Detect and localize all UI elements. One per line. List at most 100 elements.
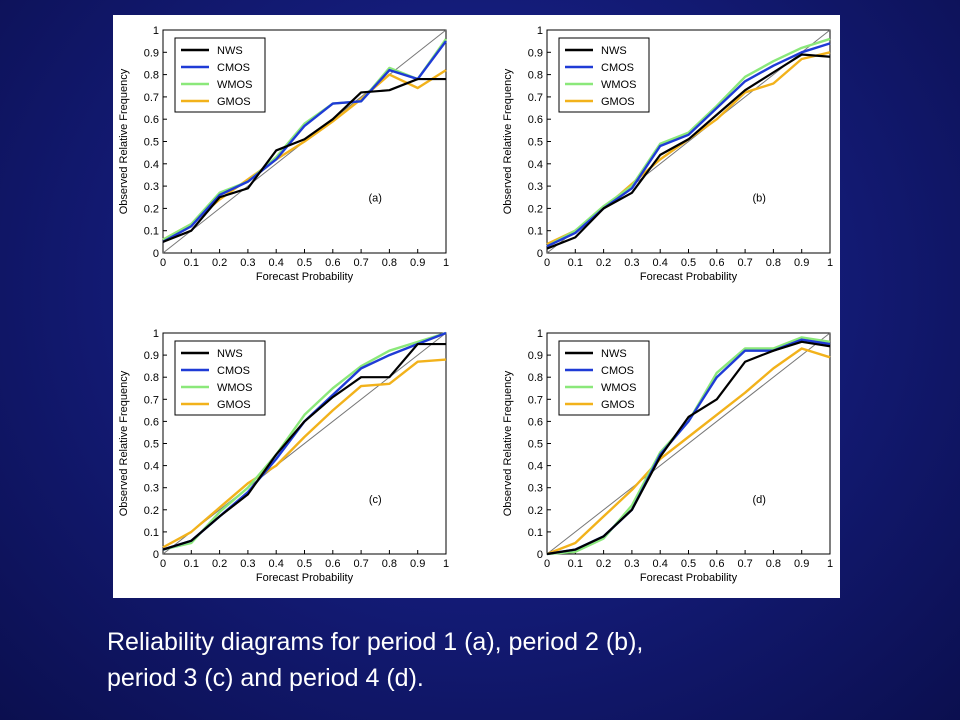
- series-line-nws: [546, 340, 831, 556]
- y-tick-label: 0.5: [144, 137, 159, 149]
- y-tick-label: 0.5: [528, 439, 543, 451]
- caption-line-1: Reliability diagrams for period 1 (a), p…: [107, 628, 644, 656]
- x-tick-label: 0.4: [269, 257, 284, 269]
- x-axis-label: Forecast Probability: [640, 572, 738, 584]
- x-tick-label: 0.5: [297, 558, 312, 570]
- legend-label-nws: NWS: [601, 348, 627, 360]
- y-tick-label: 1: [537, 25, 543, 37]
- y-tick-label: 0.9: [528, 350, 543, 362]
- y-tick-label: 0.1: [528, 527, 543, 539]
- legend-label-gmos: GMOS: [601, 96, 635, 108]
- chart-0: 0 0.1 0.2 0.3 0.4 0.5 0.6 0.7 0.8 0.9 1 0 0.1 0.2 0.3 0…: [118, 25, 449, 283]
- y-tick-label: 0.6: [144, 114, 159, 126]
- x-tick-label: 0.8: [382, 257, 397, 269]
- y-tick-label: 0.9: [528, 47, 543, 59]
- y-tick-label: 0.4: [144, 461, 159, 473]
- reliability-charts: 0 0.1 0.2 0.3 0.4 0.5 0.6 0.7 0.8 0.9 1 0 0.1 0.2 0.3 0…: [118, 25, 833, 584]
- x-axis-label: Forecast Probability: [256, 271, 354, 283]
- x-tick-label: 0.4: [653, 257, 668, 269]
- panel-label: (b): [753, 193, 766, 205]
- chart-1: 0 0.1 0.2 0.3 0.4 0.5 0.6 0.7 0.8 0.9 1 0 0.1 0.2 0.3 0…: [502, 25, 833, 283]
- y-axis-label: Observed Relative Frequency: [118, 68, 130, 214]
- y-tick-label: 0.7: [144, 92, 159, 104]
- x-tick-label: 0.7: [353, 558, 368, 570]
- series-line-wmos: [546, 37, 831, 248]
- y-tick-label: 0: [153, 248, 159, 260]
- series-line-gmos: [162, 358, 447, 549]
- y-tick-label: 0.8: [528, 372, 543, 384]
- y-tick-label: 0.7: [528, 92, 543, 104]
- x-tick-label: 0: [160, 558, 166, 570]
- x-tick-label: 0.6: [325, 257, 340, 269]
- legend-label-wmos: WMOS: [217, 79, 252, 91]
- legend-label-cmos: CMOS: [217, 365, 250, 377]
- x-tick-label: 0.2: [212, 257, 227, 269]
- y-tick-label: 0.4: [528, 461, 543, 473]
- y-axis-label: Observed Relative Frequency: [502, 370, 514, 516]
- x-tick-label: 0.5: [681, 558, 696, 570]
- y-tick-label: 1: [153, 25, 159, 37]
- y-tick-label: 0: [537, 248, 543, 260]
- x-tick-label: 0.9: [794, 257, 809, 269]
- x-axis-label: Forecast Probability: [256, 572, 354, 584]
- x-tick-label: 0.7: [737, 558, 752, 570]
- x-tick-label: 0.2: [212, 558, 227, 570]
- y-tick-label: 0.1: [528, 226, 543, 238]
- x-tick-label: 0.5: [681, 257, 696, 269]
- x-axis-label: Forecast Probability: [640, 271, 738, 283]
- y-tick-label: 0.5: [528, 137, 543, 149]
- y-tick-label: 0.5: [144, 439, 159, 451]
- y-tick-label: 0.3: [528, 483, 543, 495]
- legend-label-wmos: WMOS: [601, 382, 636, 394]
- y-tick-label: 0.2: [144, 505, 159, 517]
- legend-label-wmos: WMOS: [601, 79, 636, 91]
- x-tick-label: 0.3: [624, 257, 639, 269]
- caption: Reliability diagrams for period 1 (a), p…: [107, 624, 867, 696]
- x-tick-label: 0.9: [410, 558, 425, 570]
- y-axis-label: Observed Relative Frequency: [502, 68, 514, 214]
- y-tick-label: 0.8: [144, 372, 159, 384]
- x-tick-label: 0.4: [653, 558, 668, 570]
- y-tick-label: 0.2: [528, 505, 543, 517]
- x-tick-label: 0.2: [596, 558, 611, 570]
- x-tick-label: 0.1: [184, 558, 199, 570]
- panel-label: (a): [369, 193, 382, 205]
- x-tick-label: 0.8: [766, 558, 781, 570]
- legend-label-nws: NWS: [217, 348, 243, 360]
- y-tick-label: 1: [153, 328, 159, 340]
- x-tick-label: 0.3: [240, 257, 255, 269]
- y-tick-label: 0.6: [528, 114, 543, 126]
- y-tick-label: 0.6: [528, 416, 543, 428]
- y-tick-label: 0.3: [144, 181, 159, 193]
- x-tick-label: 0.3: [624, 558, 639, 570]
- legend-label-cmos: CMOS: [217, 62, 250, 74]
- x-tick-label: 0.8: [766, 257, 781, 269]
- y-tick-label: 0.9: [144, 350, 159, 362]
- x-tick-label: 1: [827, 558, 833, 570]
- series-line-wmos: [162, 331, 447, 551]
- x-tick-label: 1: [443, 558, 449, 570]
- chart-2: 0 0.1 0.2 0.3 0.4 0.5 0.6 0.7 0.8 0.9 1 0 0.1 0.2 0.3 0…: [118, 328, 449, 584]
- y-tick-label: 0.7: [528, 394, 543, 406]
- x-tick-label: 0.6: [325, 558, 340, 570]
- y-tick-label: 0.8: [528, 70, 543, 82]
- panel-label: (d): [753, 494, 766, 506]
- y-axis-label: Observed Relative Frequency: [118, 370, 130, 516]
- x-tick-label: 1: [827, 257, 833, 269]
- y-tick-label: 1: [537, 328, 543, 340]
- legend-label-cmos: CMOS: [601, 365, 634, 377]
- figure-panel: 0 0.1 0.2 0.3 0.4 0.5 0.6 0.7 0.8 0.9 1 0 0.1 0.2 0.3 0…: [113, 15, 840, 598]
- series-line-cmos: [162, 40, 447, 243]
- series-line-nws: [162, 342, 446, 551]
- x-tick-label: 0.1: [184, 257, 199, 269]
- x-tick-label: 0.1: [568, 558, 583, 570]
- x-tick-label: 0: [160, 257, 166, 269]
- legend-label-nws: NWS: [217, 45, 243, 57]
- x-tick-label: 0.7: [353, 257, 368, 269]
- y-tick-label: 0: [537, 549, 543, 561]
- x-tick-label: 0.4: [269, 558, 284, 570]
- y-tick-label: 0.9: [144, 47, 159, 59]
- x-tick-label: 0.3: [240, 558, 255, 570]
- y-tick-label: 0.8: [144, 70, 159, 82]
- perfect-reliability-line: [546, 332, 831, 555]
